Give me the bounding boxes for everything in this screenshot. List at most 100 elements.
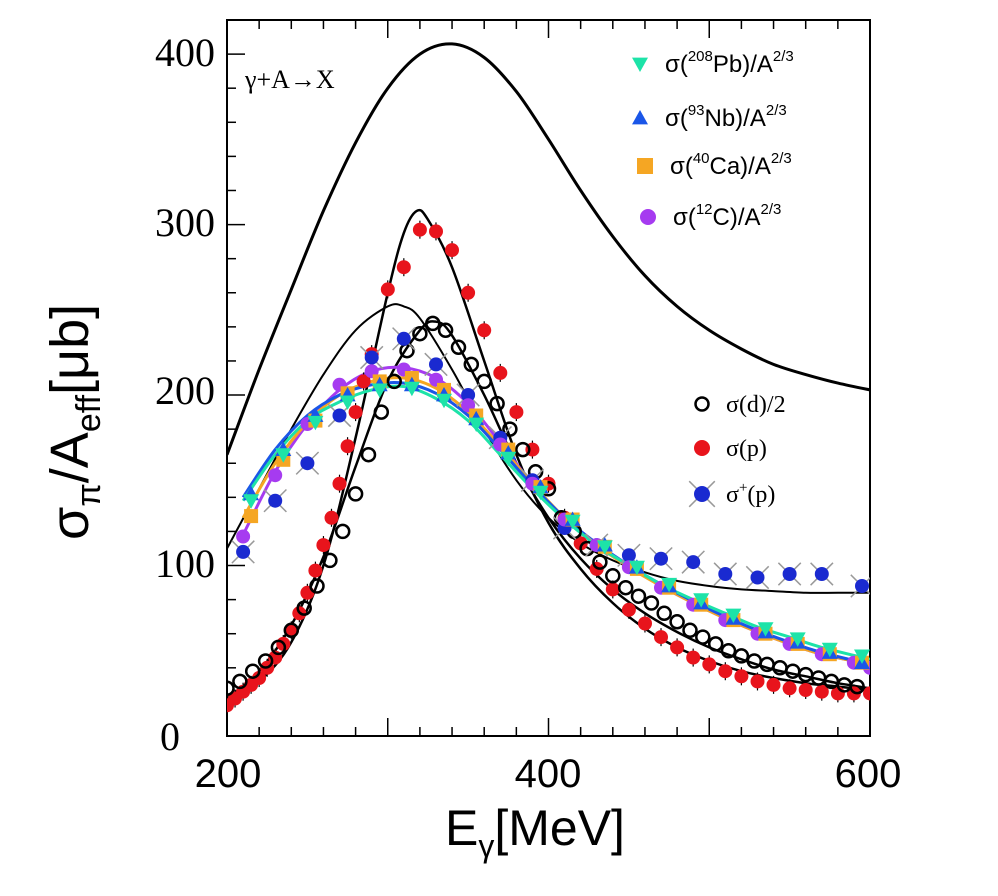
y-axis-title-sub2: eff bbox=[70, 394, 108, 432]
point-s0-38 bbox=[686, 650, 701, 665]
point-s2-14 bbox=[681, 550, 705, 574]
point-s3-1 bbox=[268, 468, 283, 483]
y-axis-title-sub1: π bbox=[70, 483, 108, 506]
point-s1-35 bbox=[669, 614, 685, 630]
legend-c-mid: C)/A bbox=[713, 204, 761, 231]
point-s0-40 bbox=[718, 664, 733, 679]
legend-glyph-c bbox=[640, 209, 656, 225]
point-s0-31 bbox=[573, 536, 588, 551]
point-s1-22 bbox=[502, 421, 518, 437]
point-s6-3 bbox=[339, 395, 356, 410]
point-s6-17 bbox=[789, 632, 806, 647]
legend-ca-sup2: 2/3 bbox=[771, 150, 792, 167]
legend-marker-p bbox=[694, 440, 710, 456]
point-s1-9 bbox=[334, 523, 351, 540]
point-s0-25 bbox=[477, 323, 492, 338]
y-axis-title: σπ/Aeff[μb] bbox=[40, 304, 108, 540]
point-s6-1 bbox=[275, 448, 292, 463]
point-s1-17 bbox=[437, 322, 454, 339]
legend-pb-pre: σ( bbox=[665, 51, 688, 78]
legend-pp-post: (p) bbox=[747, 482, 775, 508]
point-s2-4 bbox=[359, 345, 384, 370]
point-s1-5 bbox=[283, 622, 300, 639]
point-s1-8 bbox=[322, 552, 338, 569]
point-s1-30 bbox=[605, 568, 621, 584]
legend-item-p: σ(p) bbox=[694, 436, 767, 462]
y-axis-title-mid: /A bbox=[40, 432, 100, 483]
legend-nucleon: σ(d)/2 σ(p) σ+(p) bbox=[688, 392, 786, 508]
legend-glyph-d bbox=[694, 396, 710, 412]
point-s0-49 bbox=[863, 686, 870, 701]
point-s1-37 bbox=[695, 629, 711, 645]
legend-marker-pb bbox=[632, 57, 648, 72]
point-s0-13 bbox=[324, 510, 339, 525]
point-s0-16 bbox=[348, 405, 363, 420]
point-s6-9 bbox=[532, 485, 549, 501]
point-s0-42 bbox=[750, 674, 765, 689]
point-s1-2 bbox=[244, 663, 261, 679]
legend-glyph-pb bbox=[632, 57, 648, 72]
legend-ca-sup1: 40 bbox=[693, 150, 710, 167]
point-s1-15 bbox=[412, 325, 428, 342]
y-tick-label-300: 300 bbox=[155, 200, 215, 245]
point-s1-19 bbox=[463, 356, 480, 373]
legend-label-pp: σ+(p) bbox=[726, 480, 775, 508]
point-s6-4 bbox=[371, 383, 388, 398]
legend-nb-mid: Nb)/A bbox=[705, 105, 766, 132]
point-s6-13 bbox=[661, 577, 678, 593]
point-s0-20 bbox=[396, 260, 411, 275]
y-axis-title-unit: [μb] bbox=[40, 304, 100, 395]
data-points bbox=[227, 220, 870, 715]
legend-item-nb: σ(93Nb)/A2/3 bbox=[632, 102, 787, 132]
legend-glyph-p bbox=[694, 440, 710, 456]
x-tick-label-400: 400 bbox=[515, 752, 582, 796]
point-s2-0 bbox=[231, 540, 255, 564]
point-s0-45 bbox=[798, 683, 813, 697]
point-s2-18 bbox=[810, 562, 834, 586]
point-s0-37 bbox=[670, 640, 685, 655]
point-s1-32 bbox=[630, 588, 647, 604]
point-s2-12 bbox=[617, 543, 641, 568]
legend-label-pb: σ(208Pb)/A2/3 bbox=[665, 48, 794, 78]
point-s6-11 bbox=[596, 540, 613, 555]
point-s0-33 bbox=[605, 582, 620, 597]
point-s2-1 bbox=[263, 488, 287, 513]
legend-ca-mid: Ca)/A bbox=[710, 153, 771, 180]
point-s6-7 bbox=[468, 417, 485, 432]
y-tick-label-200: 200 bbox=[155, 368, 215, 413]
legend-label-p: σ(p) bbox=[726, 436, 767, 462]
point-s0-4 bbox=[252, 671, 267, 685]
point-s0-21 bbox=[412, 222, 427, 237]
fit-line-2 bbox=[227, 303, 870, 594]
point-s0-43 bbox=[766, 677, 781, 692]
point-s6-10 bbox=[564, 514, 581, 530]
legend-ca-pre: σ( bbox=[670, 153, 693, 180]
legend-marker-d bbox=[694, 396, 710, 412]
point-s1-49 bbox=[849, 678, 865, 695]
point-s0-12 bbox=[316, 538, 331, 553]
point-s6-2 bbox=[307, 415, 324, 431]
point-s1-29 bbox=[592, 554, 608, 570]
x-axis-title-sub: γ bbox=[478, 828, 494, 864]
y-tick-label-400: 400 bbox=[155, 30, 215, 75]
point-s0-22 bbox=[429, 224, 443, 239]
point-s0-35 bbox=[638, 616, 652, 631]
point-s2-17 bbox=[777, 562, 802, 586]
point-s1-11 bbox=[360, 446, 377, 463]
point-s1-21 bbox=[489, 395, 505, 412]
legend-label-ca: σ(40Ca)/A2/3 bbox=[670, 150, 792, 180]
legend-pb-sup1: 208 bbox=[688, 48, 713, 65]
legend-nb-sup1: 93 bbox=[688, 102, 705, 119]
legend-item-pb: σ(208Pb)/A2/3 bbox=[632, 48, 794, 78]
x-axis-title-base: E bbox=[445, 800, 478, 856]
point-s1-38 bbox=[707, 636, 724, 652]
legend-item-d: σ(d)/2 bbox=[694, 392, 786, 418]
point-s2-16 bbox=[745, 565, 770, 590]
point-s2-19 bbox=[850, 574, 870, 598]
point-s6-0 bbox=[243, 494, 260, 509]
legend-c-sup2: 2/3 bbox=[761, 201, 782, 218]
legend-c-pre: σ( bbox=[673, 204, 696, 231]
point-s6-18 bbox=[821, 642, 838, 658]
point-s1-39 bbox=[720, 643, 737, 659]
